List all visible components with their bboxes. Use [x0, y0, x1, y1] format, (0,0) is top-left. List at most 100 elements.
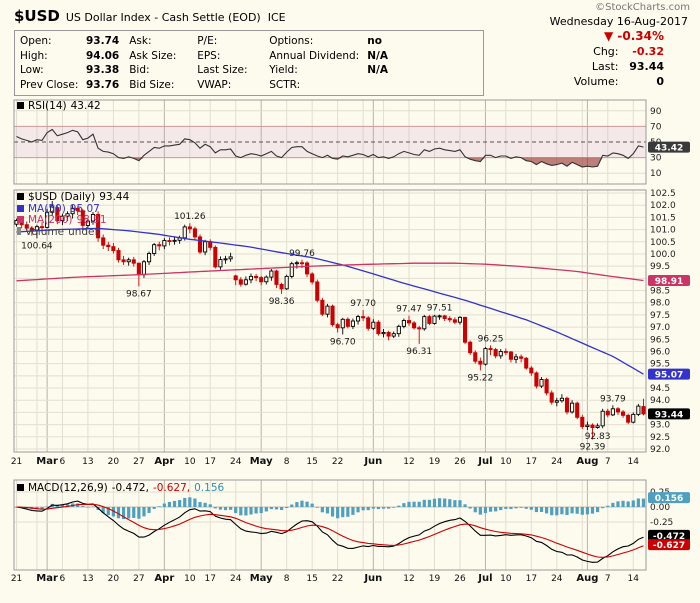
svg-text:May: May [250, 573, 273, 584]
rsi-oversold-area [14, 157, 646, 167]
svg-text:93.79: 93.79 [600, 394, 626, 404]
svg-text:26: 26 [454, 574, 466, 584]
svg-text:7: 7 [605, 574, 611, 584]
svg-text:100.5: 100.5 [650, 238, 676, 248]
svg-text:22: 22 [332, 457, 343, 467]
price-legend: $USD (Daily) 93.44 MA(50) 95.07 MA(200) 98.… [17, 191, 129, 238]
svg-text:21: 21 [11, 574, 22, 584]
svg-text:27: 27 [133, 457, 144, 467]
quote-field-low: Low: 93.38 [20, 64, 120, 76]
svg-text:30: 30 [650, 154, 662, 164]
svg-text:Apr: Apr [154, 573, 174, 584]
svg-text:10: 10 [184, 457, 196, 467]
svg-text:24: 24 [230, 574, 242, 584]
macd-panel [14, 491, 646, 563]
quote-field-ask: Ask: [129, 35, 152, 47]
change-summary: ▼ -0.34% Chg: -0.32 Last: 93.44 Volume: … [574, 29, 664, 89]
svg-text:17: 17 [204, 457, 215, 467]
svg-text:101.5: 101.5 [650, 213, 676, 223]
svg-text:24: 24 [230, 457, 242, 467]
svg-text:13: 13 [82, 574, 93, 584]
quote-column-price: Open: 93.74 High: 94.06 Low: 93.38 Prev Clo… [20, 34, 119, 92]
macd-swatch-icon [17, 484, 24, 491]
percent-change: ▼ -0.34% [574, 29, 664, 44]
chart-date: Wednesday 16-Aug-2017 [549, 15, 688, 28]
svg-text:43.42: 43.42 [655, 144, 683, 154]
svg-text:-0.472: -0.472 [653, 532, 685, 542]
svg-text:17: 17 [526, 457, 537, 467]
x-axis-labels: 2121MarMar66131320202727AprApr1010171724… [11, 456, 639, 584]
svg-text:96.0: 96.0 [650, 347, 670, 357]
svg-text:12: 12 [403, 457, 414, 467]
ma200-swatch-icon [17, 216, 24, 223]
macd-signal-line [16, 503, 644, 558]
svg-text:93.44: 93.44 [655, 410, 683, 420]
rsi-legend: RSI(14) 43.42 [17, 100, 101, 113]
svg-text:14: 14 [628, 457, 640, 467]
down-arrow-icon: ▼ [603, 29, 614, 43]
ticker-symbol: $USD [14, 7, 60, 25]
svg-text:20: 20 [108, 574, 120, 584]
svg-text:98.91: 98.91 [655, 277, 683, 287]
svg-text:Aug: Aug [576, 456, 598, 467]
svg-text:22: 22 [332, 574, 343, 584]
svg-text:0.156: 0.156 [655, 494, 683, 504]
svg-text:97.5: 97.5 [650, 311, 670, 321]
chart-header: $USD US Dollar Index - Cash Settle (EOD) I… [14, 6, 286, 25]
svg-text:10: 10 [184, 574, 196, 584]
quote-field-pe: P/E: [197, 35, 218, 47]
svg-text:96.25: 96.25 [478, 334, 504, 344]
quote-field-ask-size: Ask Size: [129, 49, 177, 62]
svg-text:Mar: Mar [36, 573, 58, 584]
svg-text:96.70: 96.70 [330, 337, 356, 347]
svg-text:17: 17 [204, 574, 215, 584]
quote-column-bid-ask: Ask: Ask Size: Bid: Bid Size: [129, 34, 187, 92]
panel-borders [13, 99, 647, 571]
legend-row-price: $USD (Daily) 93.44 [17, 191, 129, 204]
chg-value: -0.32 [632, 45, 664, 58]
quote-field-eps: EPS: [197, 49, 221, 62]
chg-label: Chg: [593, 45, 619, 58]
svg-text:24: 24 [551, 457, 563, 467]
svg-text:95.07: 95.07 [655, 371, 683, 381]
quote-field-yield: Yield: N/A [269, 64, 388, 76]
svg-text:20: 20 [108, 457, 120, 467]
y-axis-labels: 92.092.593.093.594.094.595.095.596.096.5… [650, 107, 676, 528]
quote-field-high: High: 94.06 [20, 49, 120, 62]
volume-row: Volume: 0 [574, 74, 664, 89]
vertical-gridlines [16, 100, 634, 570]
svg-text:92.5: 92.5 [650, 433, 670, 443]
svg-text:Jun: Jun [363, 573, 382, 584]
svg-text:12: 12 [403, 574, 414, 584]
svg-text:100.64: 100.64 [21, 241, 53, 251]
svg-text:15: 15 [306, 574, 317, 584]
rsi-label: RSI(14) [28, 100, 67, 112]
svg-text:99.5: 99.5 [650, 262, 670, 272]
svg-text:102.5: 102.5 [650, 189, 676, 199]
svg-text:-0.25: -0.25 [650, 518, 673, 528]
svg-text:14: 14 [628, 574, 640, 584]
svg-text:15: 15 [306, 457, 317, 467]
exchange-label: ICE [267, 11, 286, 24]
ma50-swatch-icon [17, 204, 24, 212]
quote-field-prev-close: Prev Close: 93.76 [20, 78, 120, 91]
quote-field-sctr: SCTR: [269, 78, 301, 91]
svg-text:-0.627: -0.627 [653, 541, 685, 551]
svg-text:26: 26 [454, 457, 466, 467]
svg-text:93.0: 93.0 [650, 421, 670, 431]
svg-text:6: 6 [60, 457, 66, 467]
svg-text:19: 19 [429, 574, 441, 584]
svg-text:92.0: 92.0 [650, 445, 670, 455]
svg-text:10: 10 [650, 169, 662, 179]
price-annotations: 100.64 98.67 101.26 98.36 99.76 96.70 97.70 97.… [21, 212, 626, 452]
svg-text:97.51: 97.51 [427, 304, 453, 314]
svg-text:98.5: 98.5 [650, 287, 670, 297]
svg-text:24: 24 [551, 574, 563, 584]
svg-text:95.5: 95.5 [650, 360, 670, 370]
svg-text:Jul: Jul [477, 573, 492, 584]
macd-line [16, 500, 644, 563]
quote-field-bid: Bid: [129, 64, 150, 76]
quote-summary-box: Open: 93.74 High: 94.06 Low: 93.38 Prev Clo… [14, 30, 484, 96]
